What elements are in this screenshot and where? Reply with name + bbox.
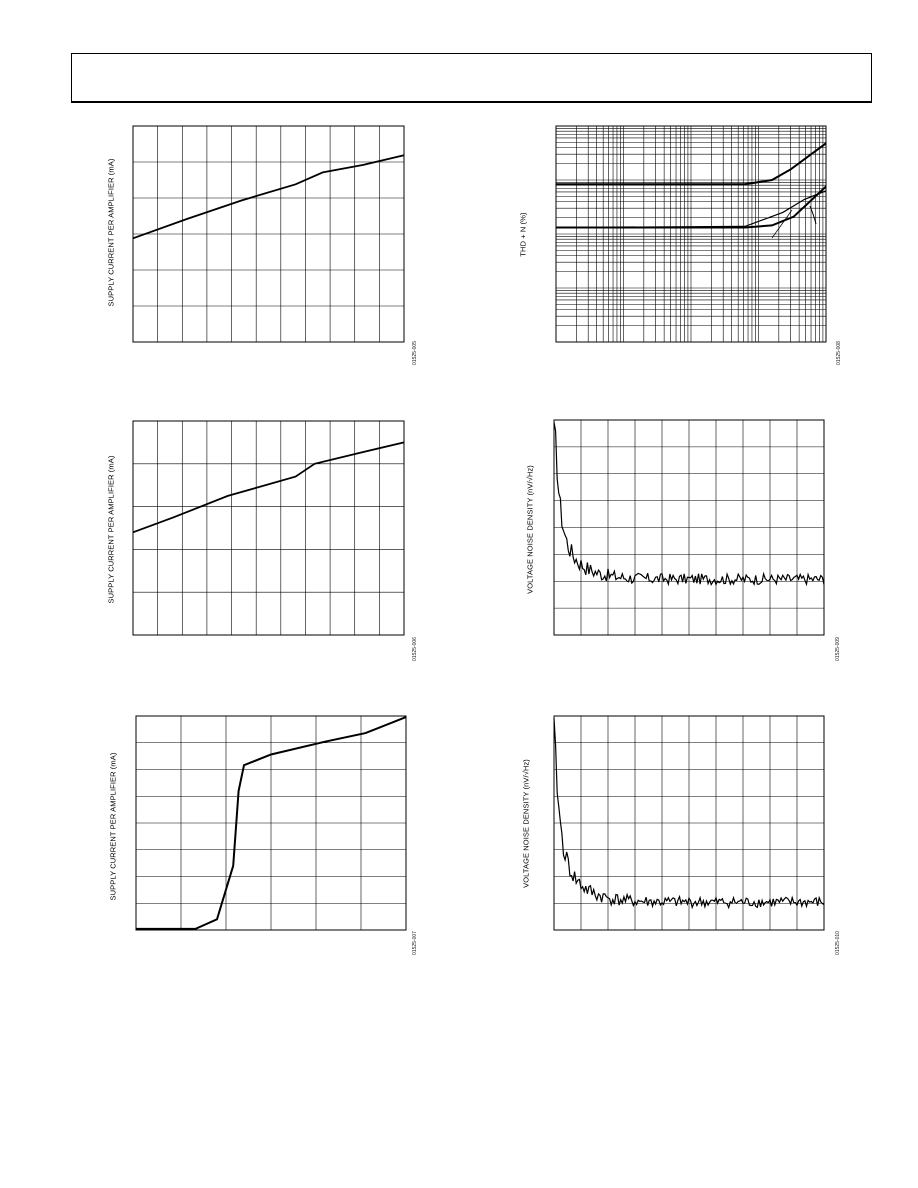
page-header-box bbox=[71, 53, 872, 103]
series-line bbox=[556, 185, 827, 229]
series-line bbox=[553, 422, 825, 587]
y-axis-label: SUPPLY CURRENT PER AMPLIFIER (mA) bbox=[106, 158, 116, 307]
plot-area bbox=[132, 420, 405, 636]
gridlines bbox=[133, 421, 404, 635]
y-axis-label: SUPPLY CURRENT PER AMPLIFIER (mA) bbox=[108, 752, 118, 901]
figure-id: 01525-010 bbox=[834, 931, 841, 955]
series-line bbox=[556, 142, 827, 186]
gridlines bbox=[554, 716, 824, 930]
plot-frame bbox=[553, 715, 825, 931]
y-axis-label: THD + N (%) bbox=[518, 212, 528, 257]
annotation-arrow bbox=[809, 205, 817, 225]
figure-id: 01525-006 bbox=[411, 637, 418, 661]
annotation-arrow bbox=[771, 209, 793, 239]
y-axis-label: VOLTAGE NOISE DENSITY (nV/√Hz) bbox=[525, 465, 535, 594]
series-line bbox=[132, 441, 405, 534]
plot-frame bbox=[132, 125, 405, 343]
y-axis-label: VOLTAGE NOISE DENSITY (nV/√Hz) bbox=[521, 759, 531, 888]
plot-area bbox=[555, 125, 827, 343]
plot-frame bbox=[132, 420, 405, 636]
figure-id: 01525-008 bbox=[835, 341, 842, 365]
plot-area bbox=[553, 715, 825, 931]
plot-frame bbox=[135, 715, 407, 931]
series-line bbox=[132, 154, 405, 240]
series-line bbox=[136, 716, 407, 930]
gridlines bbox=[133, 126, 404, 342]
series-line bbox=[553, 718, 825, 910]
gridlines bbox=[554, 420, 824, 635]
gridlines bbox=[555, 126, 826, 343]
plot-frame bbox=[555, 125, 827, 343]
gridlines bbox=[136, 716, 406, 930]
figure-id: 01525-005 bbox=[411, 341, 418, 365]
y-axis-label: SUPPLY CURRENT PER AMPLIFIER (mA) bbox=[106, 455, 116, 604]
plot-area bbox=[132, 125, 405, 343]
figure-id: 01525-007 bbox=[411, 931, 418, 955]
plot-area bbox=[135, 715, 407, 931]
plot-area bbox=[553, 419, 825, 636]
series-line bbox=[555, 190, 827, 229]
plot-frame bbox=[553, 419, 825, 636]
figure-id: 01525-009 bbox=[834, 637, 841, 661]
